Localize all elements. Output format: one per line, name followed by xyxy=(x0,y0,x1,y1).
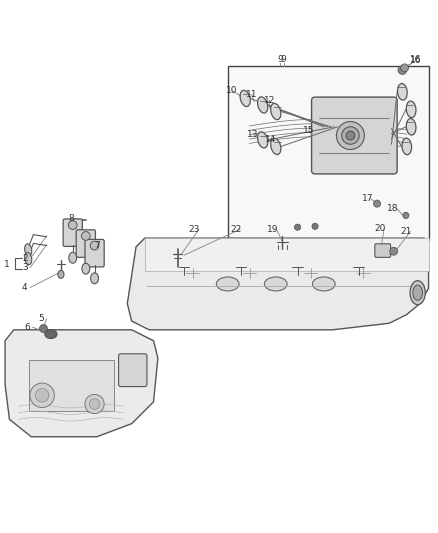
Ellipse shape xyxy=(258,132,268,148)
Ellipse shape xyxy=(398,84,407,100)
Text: 20: 20 xyxy=(374,224,385,233)
Text: 17: 17 xyxy=(362,195,373,203)
Text: 4: 4 xyxy=(22,283,28,292)
Text: 9: 9 xyxy=(281,55,286,64)
Circle shape xyxy=(374,200,381,207)
Ellipse shape xyxy=(25,253,32,265)
Ellipse shape xyxy=(312,277,335,291)
Circle shape xyxy=(390,247,398,255)
Circle shape xyxy=(346,131,355,140)
Text: 1: 1 xyxy=(4,260,9,269)
Circle shape xyxy=(39,325,47,333)
Ellipse shape xyxy=(265,277,287,291)
Circle shape xyxy=(68,221,77,229)
Bar xyxy=(29,360,114,410)
Polygon shape xyxy=(5,330,158,437)
Text: 5: 5 xyxy=(38,314,44,324)
Ellipse shape xyxy=(271,103,281,119)
Bar xyxy=(145,238,428,271)
Ellipse shape xyxy=(410,281,425,305)
Circle shape xyxy=(30,383,54,408)
Text: 14: 14 xyxy=(265,135,276,144)
Text: 8: 8 xyxy=(69,214,74,223)
Text: 23: 23 xyxy=(188,225,199,234)
Circle shape xyxy=(401,64,409,72)
Circle shape xyxy=(398,66,407,75)
Ellipse shape xyxy=(45,330,57,338)
FancyBboxPatch shape xyxy=(119,354,147,386)
FancyBboxPatch shape xyxy=(76,230,95,257)
Polygon shape xyxy=(127,238,428,330)
Circle shape xyxy=(342,127,359,144)
Circle shape xyxy=(85,394,104,414)
Text: 15: 15 xyxy=(303,126,314,135)
Ellipse shape xyxy=(69,252,77,263)
Ellipse shape xyxy=(91,273,99,284)
Ellipse shape xyxy=(25,244,32,256)
Circle shape xyxy=(294,224,300,230)
Ellipse shape xyxy=(216,277,239,291)
Circle shape xyxy=(90,241,99,250)
Ellipse shape xyxy=(413,285,423,300)
Text: 21: 21 xyxy=(400,227,412,236)
Text: 16: 16 xyxy=(410,54,421,63)
Text: 22: 22 xyxy=(230,225,241,234)
Circle shape xyxy=(336,122,364,149)
Text: 11: 11 xyxy=(246,90,258,99)
Circle shape xyxy=(403,212,409,219)
Ellipse shape xyxy=(240,90,250,107)
Text: 13: 13 xyxy=(247,130,259,139)
FancyBboxPatch shape xyxy=(85,239,104,267)
Text: 10: 10 xyxy=(226,86,238,95)
Circle shape xyxy=(35,389,49,402)
Text: 16: 16 xyxy=(410,56,421,65)
Ellipse shape xyxy=(82,263,90,274)
Text: 2: 2 xyxy=(22,254,28,263)
Text: 3: 3 xyxy=(22,263,28,272)
Bar xyxy=(228,66,428,240)
Ellipse shape xyxy=(402,138,412,155)
Circle shape xyxy=(89,399,100,409)
FancyBboxPatch shape xyxy=(63,219,82,246)
Text: 9: 9 xyxy=(277,54,283,63)
Text: 19: 19 xyxy=(266,225,278,235)
Ellipse shape xyxy=(406,101,416,118)
Ellipse shape xyxy=(58,270,64,278)
Ellipse shape xyxy=(258,97,268,113)
Ellipse shape xyxy=(271,139,281,155)
Ellipse shape xyxy=(406,118,416,135)
Circle shape xyxy=(312,223,318,229)
FancyBboxPatch shape xyxy=(311,97,397,174)
Text: 7: 7 xyxy=(94,241,99,250)
Text: 6: 6 xyxy=(24,322,30,332)
Circle shape xyxy=(81,231,90,240)
Text: 18: 18 xyxy=(387,204,399,213)
Text: 12: 12 xyxy=(264,95,275,104)
FancyBboxPatch shape xyxy=(375,244,391,257)
